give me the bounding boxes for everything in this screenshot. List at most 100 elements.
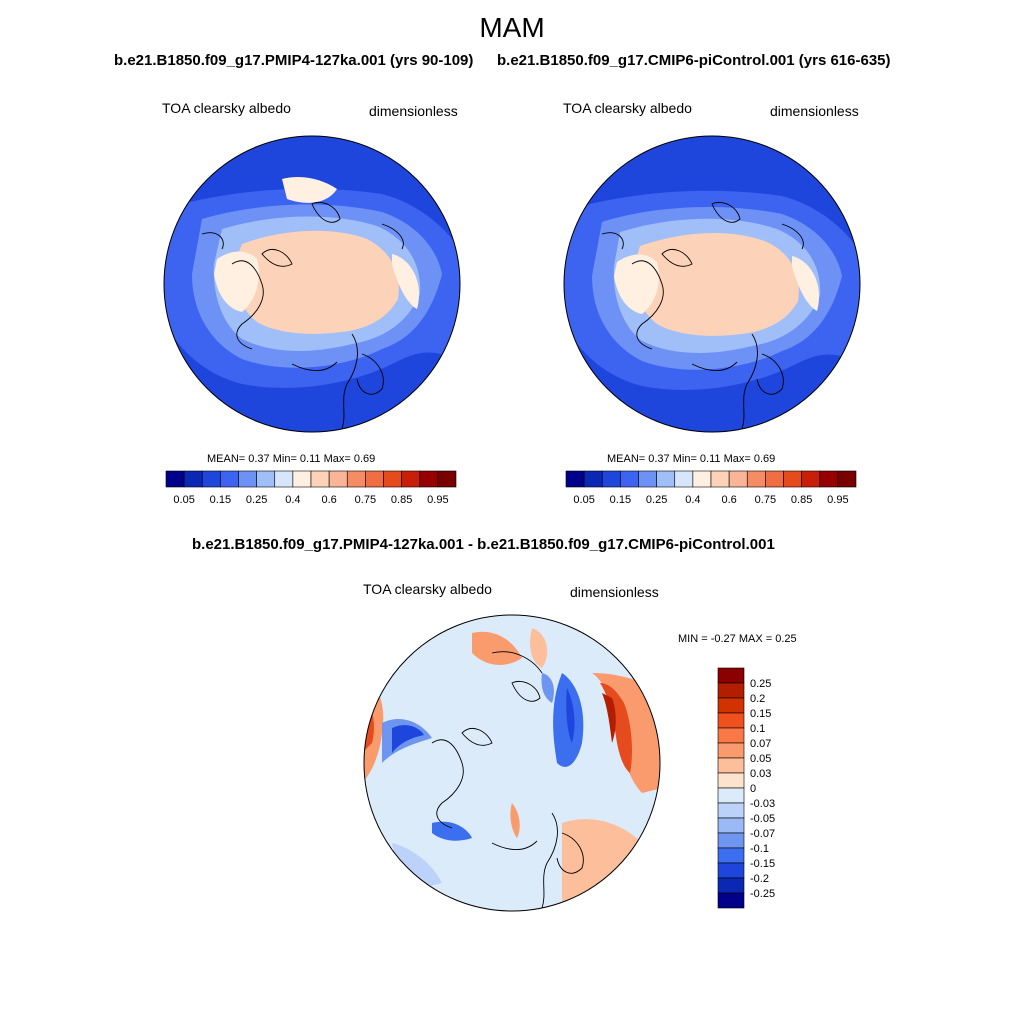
colorbar-box: [837, 470, 857, 488]
colorbar-box: [220, 470, 239, 488]
colorbar-tick-label: 0.95: [827, 494, 848, 506]
coastlines: [201, 201, 404, 430]
colorbar-tick-label: 0.15: [210, 494, 231, 506]
colorbar-box: [710, 470, 730, 488]
colorbar-box: [717, 682, 745, 699]
colorbar-box: [819, 470, 839, 488]
colorbar-box: [765, 470, 784, 488]
left-stats: MEAN= 0.37 Min= 0.11 Max= 0.69: [207, 453, 376, 465]
colorbar-box: [419, 470, 439, 488]
diff-panel-title: b.e21.B1850.f09_g17.PMIP4-127ka.001 - b.…: [192, 536, 775, 553]
colorbar-box: [238, 470, 257, 488]
colorbar-tick-label: -0.05: [750, 813, 775, 825]
figure-title: MAM: [479, 12, 545, 43]
colorbar-tick-label: 0.6: [721, 494, 736, 506]
colorbar-tick-label: 0.75: [755, 494, 776, 506]
colorbar-tick-label: 0.05: [750, 753, 771, 765]
colorbar-box: [310, 470, 330, 488]
right-colorbar: 0.05 0.15 0.25 0.4 0.6 0.75 0.85 0.95: [565, 470, 857, 506]
left-variable-label: TOA clearsky albedo: [162, 100, 291, 116]
colorbar-tick-label: 0.25: [646, 494, 667, 506]
colorbar-tick-label: 0: [750, 783, 756, 795]
colorbar-box: [717, 667, 745, 684]
colorbar-box: [183, 470, 203, 488]
colorbar-box: [692, 470, 712, 488]
colorbar-box: [656, 470, 676, 488]
colorbar-box: [717, 757, 745, 774]
colorbar-box: [717, 817, 745, 834]
colorbar-box: [801, 470, 821, 488]
diff-units-label: dimensionless: [570, 584, 659, 600]
diff-colorbar: 0.25 0.2 0.15 0.1 0.07 0.05 0.03 0 -0.03 -0.05 -0.…: [717, 667, 775, 909]
colorbar-box: [620, 470, 639, 488]
colorbar-tick-label: -0.1: [750, 843, 769, 855]
colorbar-box: [717, 772, 745, 789]
colorbar-box: [383, 470, 402, 488]
colorbar-box: [717, 787, 745, 804]
colorbar-box: [717, 892, 745, 909]
colorbar-box: [717, 802, 745, 819]
colorbar-box: [728, 470, 748, 488]
colorbar-box: [292, 470, 312, 488]
colorbar-tick-label: -0.15: [750, 858, 775, 870]
sea-ice-salmon: [233, 230, 399, 334]
colorbar-box: [717, 877, 745, 894]
difference-polar-map: [363, 614, 661, 912]
colorbar-tick-label: 0.25: [750, 678, 771, 690]
colorbar-tick-label: 0.75: [355, 494, 376, 506]
map-border: [163, 135, 461, 433]
colorbar-box: [256, 470, 276, 488]
diff-stats: MIN = -0.27 MAX = 0.25: [678, 633, 797, 645]
colorbar-box: [328, 470, 348, 488]
right-units-label: dimensionless: [770, 103, 859, 119]
colorbar-tick-label: -0.25: [750, 888, 775, 900]
right-stats: MEAN= 0.37 Min= 0.11 Max= 0.69: [607, 453, 776, 465]
colorbar-box: [401, 470, 421, 488]
colorbar-tick-label: 0.03: [750, 768, 771, 780]
colorbar-box: [365, 470, 384, 488]
colorbar-box: [717, 862, 745, 879]
left-units-label: dimensionless: [369, 103, 458, 119]
diff-variable-label: TOA clearsky albedo: [363, 581, 492, 597]
colorbar-box: [717, 832, 745, 849]
colorbar-box: [674, 470, 694, 488]
colorbar-tick-label: 0.4: [685, 494, 700, 506]
colorbar-box: [565, 470, 585, 488]
colorbar-tick-label: 0.1: [750, 723, 765, 735]
colorbar-box: [717, 742, 745, 759]
colorbar-tick-label: 0.2: [750, 693, 765, 705]
colorbar-box: [717, 712, 745, 729]
colorbar-tick-label: 0.07: [750, 738, 771, 750]
colorbar-box: [717, 727, 745, 744]
right-panel-title: b.e21.B1850.f09_g17.CMIP6-piControl.001 …: [497, 52, 891, 69]
colorbar-tick-label: 0.15: [750, 708, 771, 720]
colorbar-tick-label: -0.07: [750, 828, 775, 840]
colorbar-box: [201, 470, 221, 488]
colorbar-tick-label: 0.05: [173, 494, 194, 506]
colorbar-tick-label: -0.03: [750, 798, 775, 810]
colorbar-box: [783, 470, 802, 488]
colorbar-tick-label: 0.6: [321, 494, 336, 506]
colorbar-box: [346, 470, 366, 488]
colorbar-box: [165, 470, 185, 488]
colorbar-box: [638, 470, 657, 488]
colorbar-tick-label: 0.25: [246, 494, 267, 506]
left-colorbar: 0.05 0.15 0.25 0.4 0.6 0.75 0.85 0.95: [165, 470, 457, 506]
left-polar-map: [163, 135, 461, 433]
colorbar-box: [746, 470, 766, 488]
colorbar-box: [717, 847, 745, 864]
colorbar-tick-label: 0.85: [391, 494, 412, 506]
colorbar-box: [583, 470, 603, 488]
colorbar-box: [437, 470, 457, 488]
colorbar-tick-label: 0.15: [610, 494, 631, 506]
left-panel-title: b.e21.B1850.f09_g17.PMIP4-127ka.001 (yrs…: [114, 52, 474, 69]
colorbar-tick-label: -0.2: [750, 873, 769, 885]
colorbar-tick-label: 0.4: [285, 494, 300, 506]
colorbar-box: [717, 697, 745, 714]
colorbar-tick-label: 0.05: [573, 494, 594, 506]
colorbar-box: [601, 470, 621, 488]
colorbar-tick-label: 0.85: [791, 494, 812, 506]
right-polar-map: [563, 135, 861, 433]
right-variable-label: TOA clearsky albedo: [563, 100, 692, 116]
colorbar-tick-label: 0.95: [427, 494, 448, 506]
